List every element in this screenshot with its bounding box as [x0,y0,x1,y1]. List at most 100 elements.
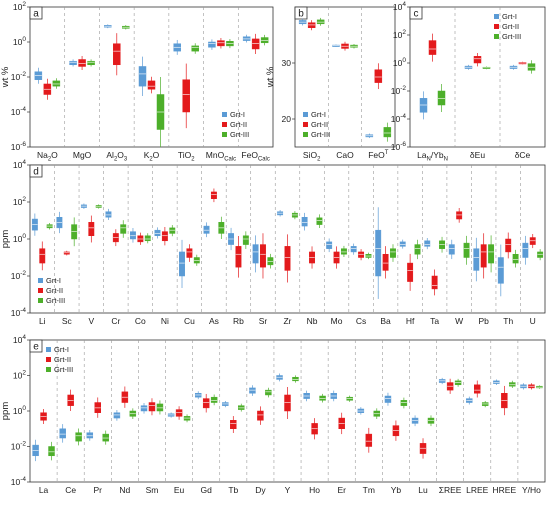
category-label: LaN/YbN [417,150,448,163]
category-label: Lu [418,485,428,495]
box-grt-i [411,417,419,424]
box-grt-ii [407,262,414,282]
category-label: La [39,485,49,495]
category-label: CaO [336,150,354,160]
panel-e-letter: e [33,342,39,353]
box-grt-iii [319,395,326,401]
category-label: Dy [255,485,266,495]
box-grt-iii [260,37,269,44]
legend-label: Grt-II [311,120,328,129]
box-grt-i [375,229,382,277]
box-grt-ii [365,433,373,447]
box-grt-ii [505,238,512,253]
category-label: Rb [233,316,244,326]
legend-swatch [46,367,51,372]
category-label: TiO2 [178,150,195,163]
category-label: Ni [161,316,169,326]
box-grt-iii [265,389,272,396]
category-label: Nd [119,485,130,495]
panel-b-letter-box [294,6,308,20]
panel-e-letter-box [29,339,43,353]
category-label: ΣREE [439,485,462,495]
category-label: Ho [309,485,320,495]
category-label: Tb [228,485,238,495]
category-label: Cr [111,316,120,326]
box-grt-iii [87,60,95,66]
category-label: Tm [363,485,375,495]
legend-swatch [303,122,308,127]
box-grt-iii [437,90,446,106]
box-grt-iii [242,235,249,245]
box-grt-ii [374,69,383,83]
category-label: Ce [65,485,76,495]
legend-label: Grt-I [54,345,69,354]
box-grt-ii [480,244,487,268]
y-tick-label: 104 [393,1,406,12]
category-label: As [209,316,219,326]
category-label: Nb [307,316,318,326]
box-grt-i [69,60,77,66]
box-grt-ii [358,251,365,258]
box-grt-iii [52,80,61,87]
box-grt-iii [488,244,495,264]
y-tick-label: 102 [13,196,26,207]
box-grt-i [424,240,431,247]
legend-swatch [303,112,308,117]
box-grt-i [252,244,259,264]
legend-swatch [46,357,51,362]
box-grt-iii [191,45,199,52]
y-tick-label: 100 [13,405,26,416]
legend-swatch [222,112,227,117]
category-label: Cs [356,316,366,326]
y-tick-label: 10-2 [11,270,27,281]
panel-a-letter-box [29,6,43,20]
legend-label: Grt-III [46,296,65,305]
box-grt-ii [474,384,481,394]
y-tick-label: 10-6 [391,141,407,152]
y-tick-label: 102 [13,370,26,381]
box-grt-iii [292,376,299,382]
legend-swatch [38,288,43,293]
category-label: Yb [391,485,402,495]
box-grt-i [208,41,216,48]
category-label: Eu [174,485,185,495]
box-grt-iii [210,396,218,403]
legend-label: Grt-III [230,130,249,139]
box-grt-iii [169,227,176,234]
y-tick-label: 20 [282,114,292,124]
y-tick-label: 100 [13,233,26,244]
category-label: FeOT [368,150,389,160]
box-grt-iii [427,417,435,424]
box-grt-iii [509,382,516,387]
y-tick-label: 100 [393,57,406,68]
box-grt-i [138,66,147,87]
panel-b-letter: b [298,9,304,20]
box-grt-iii [400,400,408,406]
panel-d-letter-box [29,164,43,178]
box-grt-i [130,231,136,240]
category-label: Th [503,316,513,326]
box-grt-iii [383,127,392,138]
legend-swatch [494,14,499,19]
box-grt-ii [182,79,190,113]
box-grt-ii [148,402,156,412]
box-grt-ii [260,244,266,268]
category-label: K2O [144,150,160,163]
box-grt-iii [340,248,347,255]
box-grt-ii [186,248,193,258]
legend-label: Grt-I [46,276,61,285]
box-grt-ii [217,40,225,47]
panel-b-frame [294,6,396,148]
box-grt-i [326,241,333,249]
y-axis-label: ppm [0,402,11,421]
y-axis-label: ppm [0,230,11,249]
box-grt-i [140,405,148,412]
box-grt-iii [48,446,55,457]
y-tick-label: 102 [13,1,26,12]
box-grt-iii [316,217,323,225]
box-grt-i [86,432,94,439]
box-grt-iii [267,257,274,266]
box-grt-ii [382,253,389,271]
